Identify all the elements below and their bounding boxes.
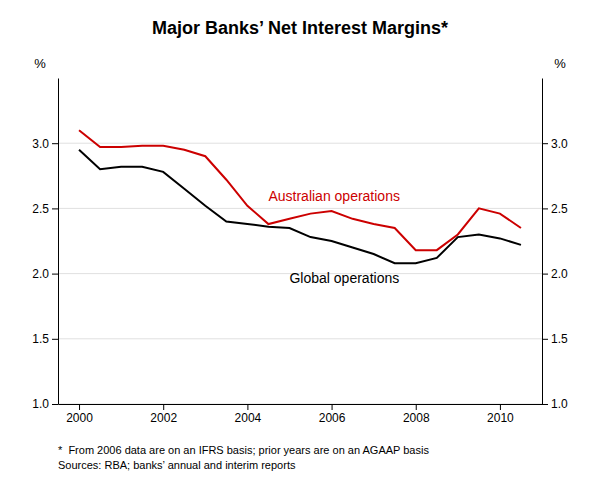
tick-label: 1.0 (32, 397, 49, 411)
lines (79, 130, 521, 263)
tick-mark (542, 404, 548, 405)
tick: 1.0 (32, 397, 58, 411)
tick-label: 1.0 (551, 397, 568, 411)
tick: 2008 (403, 404, 430, 425)
tick: 2.5 (32, 202, 58, 216)
x-axis-line (59, 404, 543, 405)
tick-mark (79, 404, 80, 410)
y2-axis-line (542, 79, 543, 405)
tick-label: 1.5 (551, 332, 568, 346)
tick-mark (542, 143, 548, 144)
tick-mark (542, 339, 548, 340)
y-axis: 1.0 1.5 2.0 2.5 3.0 (32, 79, 58, 412)
tick: 2004 (235, 404, 262, 425)
tick-mark (52, 143, 58, 144)
chart: 2000200220042006200820101.01.52.02.53.01… (0, 0, 600, 500)
tick: 2000 (66, 404, 93, 425)
tick: 2.5 (542, 202, 568, 216)
tick-label: 2006 (319, 411, 346, 425)
tick-label: 2010 (487, 411, 514, 425)
tick-mark (52, 339, 58, 340)
tick: 1.0 (542, 397, 568, 411)
tick-label: 2.0 (32, 267, 49, 281)
series-labels: Australian operations Global operations (268, 188, 400, 286)
grid-line (58, 208, 542, 209)
series-line (79, 150, 521, 263)
grid-line (58, 404, 542, 405)
footnote: * From 2006 data are on an IFRS basis; p… (58, 444, 429, 456)
tick: 2.0 (32, 267, 58, 281)
tick: 2010 (487, 404, 514, 425)
tick-mark (332, 404, 333, 410)
grid (58, 143, 542, 404)
tick-label: 3.0 (551, 137, 568, 151)
tick-label: 2000 (66, 411, 93, 425)
tick: 2.0 (542, 267, 568, 281)
plot-area: 2000200220042006200820101.01.52.02.53.01… (32, 79, 568, 425)
tick-label: 2.5 (32, 202, 49, 216)
tick-mark (52, 274, 58, 275)
tick-mark (52, 404, 58, 405)
tick-mark (500, 404, 501, 410)
title: Major Banks’ Net Interest Margins* (152, 18, 448, 38)
y2-axis: 1.0 1.5 2.0 2.5 3.0 (542, 79, 568, 412)
series-label: Global operations (289, 270, 399, 286)
footnote: Sources: RBA; banks’ annual and interim … (58, 459, 296, 471)
tick: 1.5 (32, 332, 58, 346)
tick-mark (163, 404, 164, 410)
tick-label: 2002 (150, 411, 177, 425)
y-axis-line (58, 79, 59, 405)
tick-label: 1.5 (32, 332, 49, 346)
tick-mark (542, 274, 548, 275)
tick-mark (416, 404, 417, 410)
tick-label: 2004 (235, 411, 262, 425)
tick: 3.0 (32, 137, 58, 151)
y-axis-label: % (34, 56, 46, 71)
tick-mark (52, 208, 58, 209)
x-axis: 2000 2002 2004 2006 2008 2010 (59, 404, 543, 425)
tick-mark (247, 404, 248, 410)
grid-line (58, 338, 542, 339)
tick-label: 2.0 (551, 267, 568, 281)
tick: 2002 (150, 404, 177, 425)
tick: 2006 (319, 404, 346, 425)
series-label: Australian operations (268, 188, 400, 204)
y2-axis-label: % (554, 56, 566, 71)
tick-label: 2.5 (551, 202, 568, 216)
tick: 1.5 (542, 332, 568, 346)
tick: 3.0 (542, 137, 568, 151)
tick-mark (542, 208, 548, 209)
grid-line (58, 143, 542, 144)
tick-label: 2008 (403, 411, 430, 425)
tick-label: 3.0 (32, 137, 49, 151)
